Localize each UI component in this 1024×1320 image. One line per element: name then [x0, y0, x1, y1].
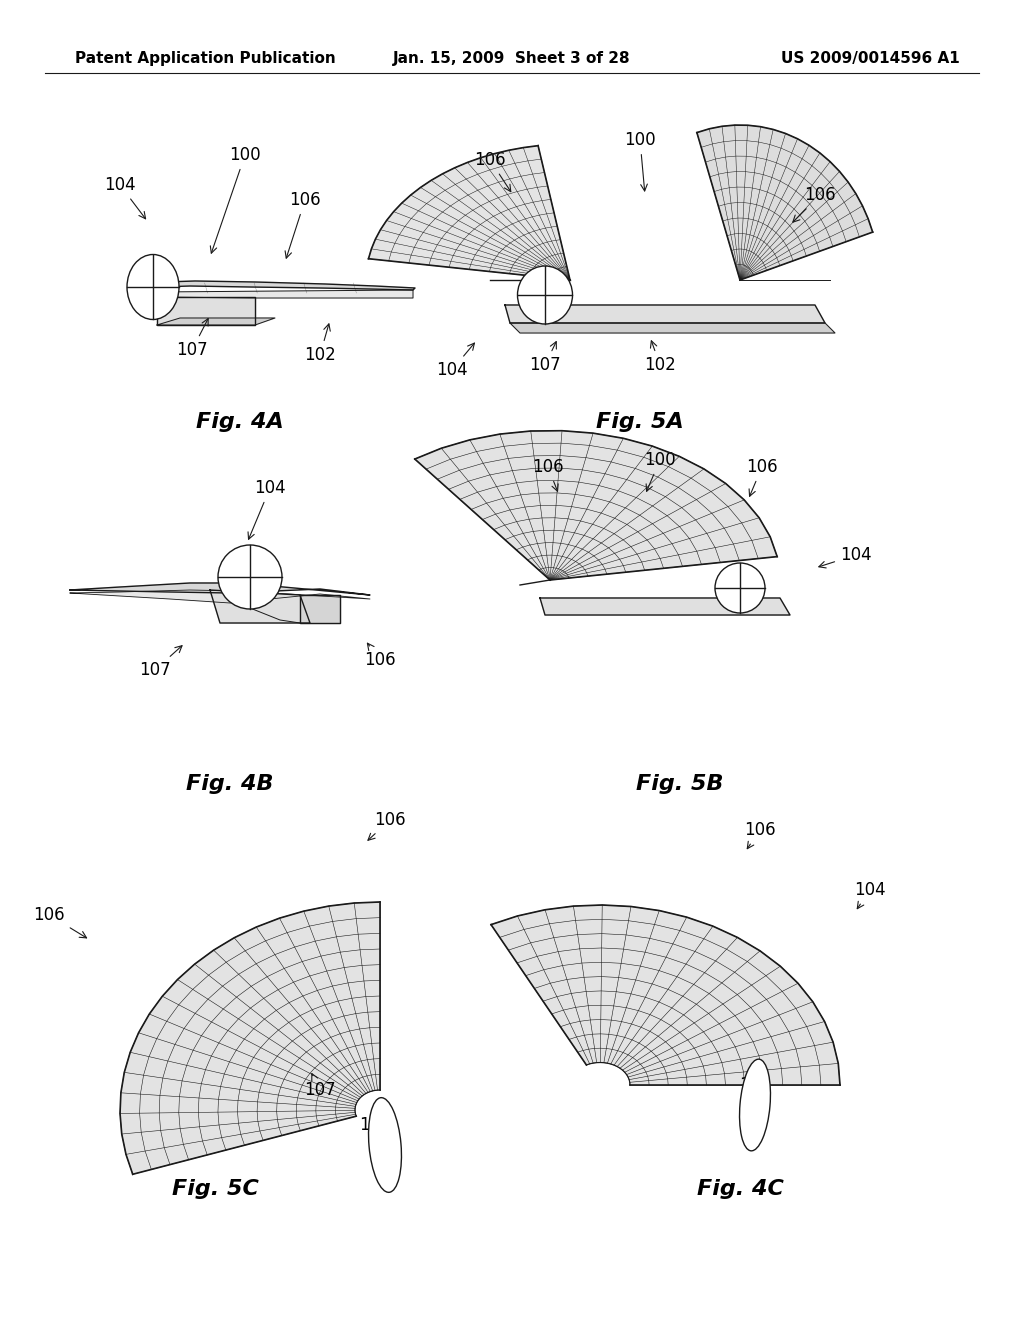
Text: 102: 102 — [304, 323, 336, 364]
Ellipse shape — [369, 1098, 401, 1192]
Polygon shape — [510, 323, 835, 333]
Text: 106: 106 — [746, 458, 778, 496]
Text: 107: 107 — [529, 342, 561, 374]
Circle shape — [218, 545, 282, 609]
Text: 107: 107 — [739, 1071, 771, 1094]
Polygon shape — [492, 906, 840, 1085]
Text: 100: 100 — [625, 131, 655, 191]
Polygon shape — [157, 318, 275, 325]
Text: 106: 106 — [285, 191, 321, 259]
Text: Fig. 4A: Fig. 4A — [197, 412, 284, 432]
Text: 106: 106 — [474, 150, 511, 191]
Ellipse shape — [739, 1059, 770, 1151]
Text: 107: 107 — [139, 645, 182, 678]
Text: Fig. 5C: Fig. 5C — [172, 1179, 258, 1199]
Ellipse shape — [127, 255, 179, 319]
Polygon shape — [300, 595, 340, 623]
Polygon shape — [505, 305, 825, 323]
Text: Jan. 15, 2009  Sheet 3 of 28: Jan. 15, 2009 Sheet 3 of 28 — [393, 50, 631, 66]
Text: 104: 104 — [104, 176, 145, 219]
Text: 106: 106 — [744, 821, 776, 849]
Text: 106: 106 — [368, 810, 406, 841]
Polygon shape — [157, 297, 255, 325]
Text: 104: 104 — [359, 1106, 391, 1134]
Text: 104: 104 — [248, 479, 286, 540]
Polygon shape — [415, 430, 777, 579]
Polygon shape — [697, 125, 872, 280]
Polygon shape — [120, 902, 380, 1175]
Text: US 2009/0014596 A1: US 2009/0014596 A1 — [781, 50, 961, 66]
Text: 106: 106 — [34, 906, 87, 939]
Polygon shape — [70, 583, 370, 595]
Polygon shape — [540, 598, 790, 615]
Text: 104: 104 — [854, 880, 886, 908]
Text: Fig. 5A: Fig. 5A — [596, 412, 684, 432]
Ellipse shape — [517, 267, 572, 323]
Polygon shape — [210, 590, 310, 623]
Polygon shape — [160, 281, 415, 290]
Text: Fig. 4B: Fig. 4B — [186, 774, 273, 795]
Text: 100: 100 — [210, 147, 261, 253]
Polygon shape — [70, 590, 370, 603]
Text: 102: 102 — [644, 341, 676, 374]
Text: Fig. 5B: Fig. 5B — [636, 774, 724, 795]
Text: 104: 104 — [819, 546, 871, 568]
Text: Fig. 4C: Fig. 4C — [696, 1179, 783, 1199]
Ellipse shape — [715, 564, 765, 612]
Text: 104: 104 — [436, 343, 474, 379]
Text: 107: 107 — [176, 318, 208, 359]
Text: 100: 100 — [644, 451, 676, 491]
Text: 106: 106 — [365, 643, 396, 669]
Polygon shape — [369, 145, 570, 280]
Polygon shape — [155, 290, 413, 298]
Text: Patent Application Publication: Patent Application Publication — [75, 50, 336, 66]
Text: 106: 106 — [532, 458, 564, 491]
Text: 107: 107 — [304, 1073, 336, 1100]
Text: 106: 106 — [793, 186, 836, 222]
